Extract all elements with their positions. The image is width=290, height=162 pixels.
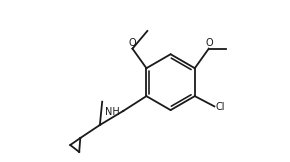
Text: NH: NH bbox=[105, 107, 120, 117]
Text: O: O bbox=[205, 38, 213, 48]
Text: O: O bbox=[128, 38, 136, 48]
Text: Cl: Cl bbox=[216, 102, 225, 112]
